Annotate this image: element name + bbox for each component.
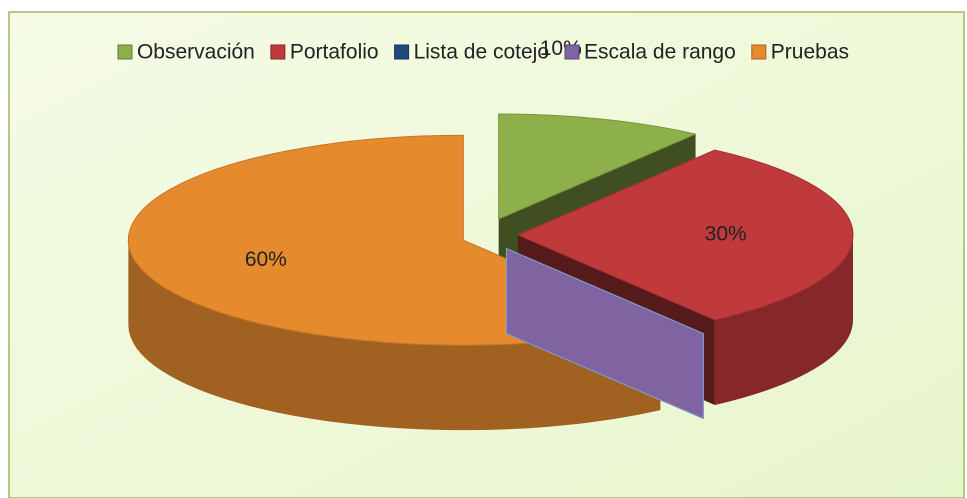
pie-slice bbox=[505, 247, 704, 420]
legend-swatch bbox=[394, 44, 410, 60]
legend-swatch bbox=[117, 44, 133, 60]
legend-item: Portafolio bbox=[270, 41, 379, 64]
data-label: 30% bbox=[705, 223, 747, 246]
slice-top bbox=[498, 113, 698, 220]
legend-label: Portafolio bbox=[290, 41, 379, 64]
data-label: 60% bbox=[245, 248, 287, 271]
slice-top bbox=[516, 149, 854, 321]
slice-side bbox=[128, 240, 661, 431]
legend: Observación Portafolio Lista de cotejo Esca… bbox=[117, 41, 849, 64]
legend-item: Lista de cotejo bbox=[394, 41, 549, 64]
legend-label: Pruebas bbox=[771, 41, 849, 64]
legend-label: Escala de rango bbox=[584, 41, 736, 64]
legend-item: Pruebas bbox=[751, 41, 849, 64]
legend-swatch bbox=[564, 44, 580, 60]
legend-item: Observación bbox=[117, 41, 255, 64]
legend-label: Lista de cotejo bbox=[414, 41, 549, 64]
slice-side bbox=[714, 235, 853, 405]
legend-swatch bbox=[751, 44, 767, 60]
plot: 10%30%60% bbox=[127, 37, 854, 431]
legend-swatch bbox=[270, 44, 286, 60]
legend-item: Escala de rango bbox=[564, 41, 736, 64]
legend-label: Observación bbox=[137, 41, 255, 64]
slice-wall bbox=[505, 247, 704, 420]
